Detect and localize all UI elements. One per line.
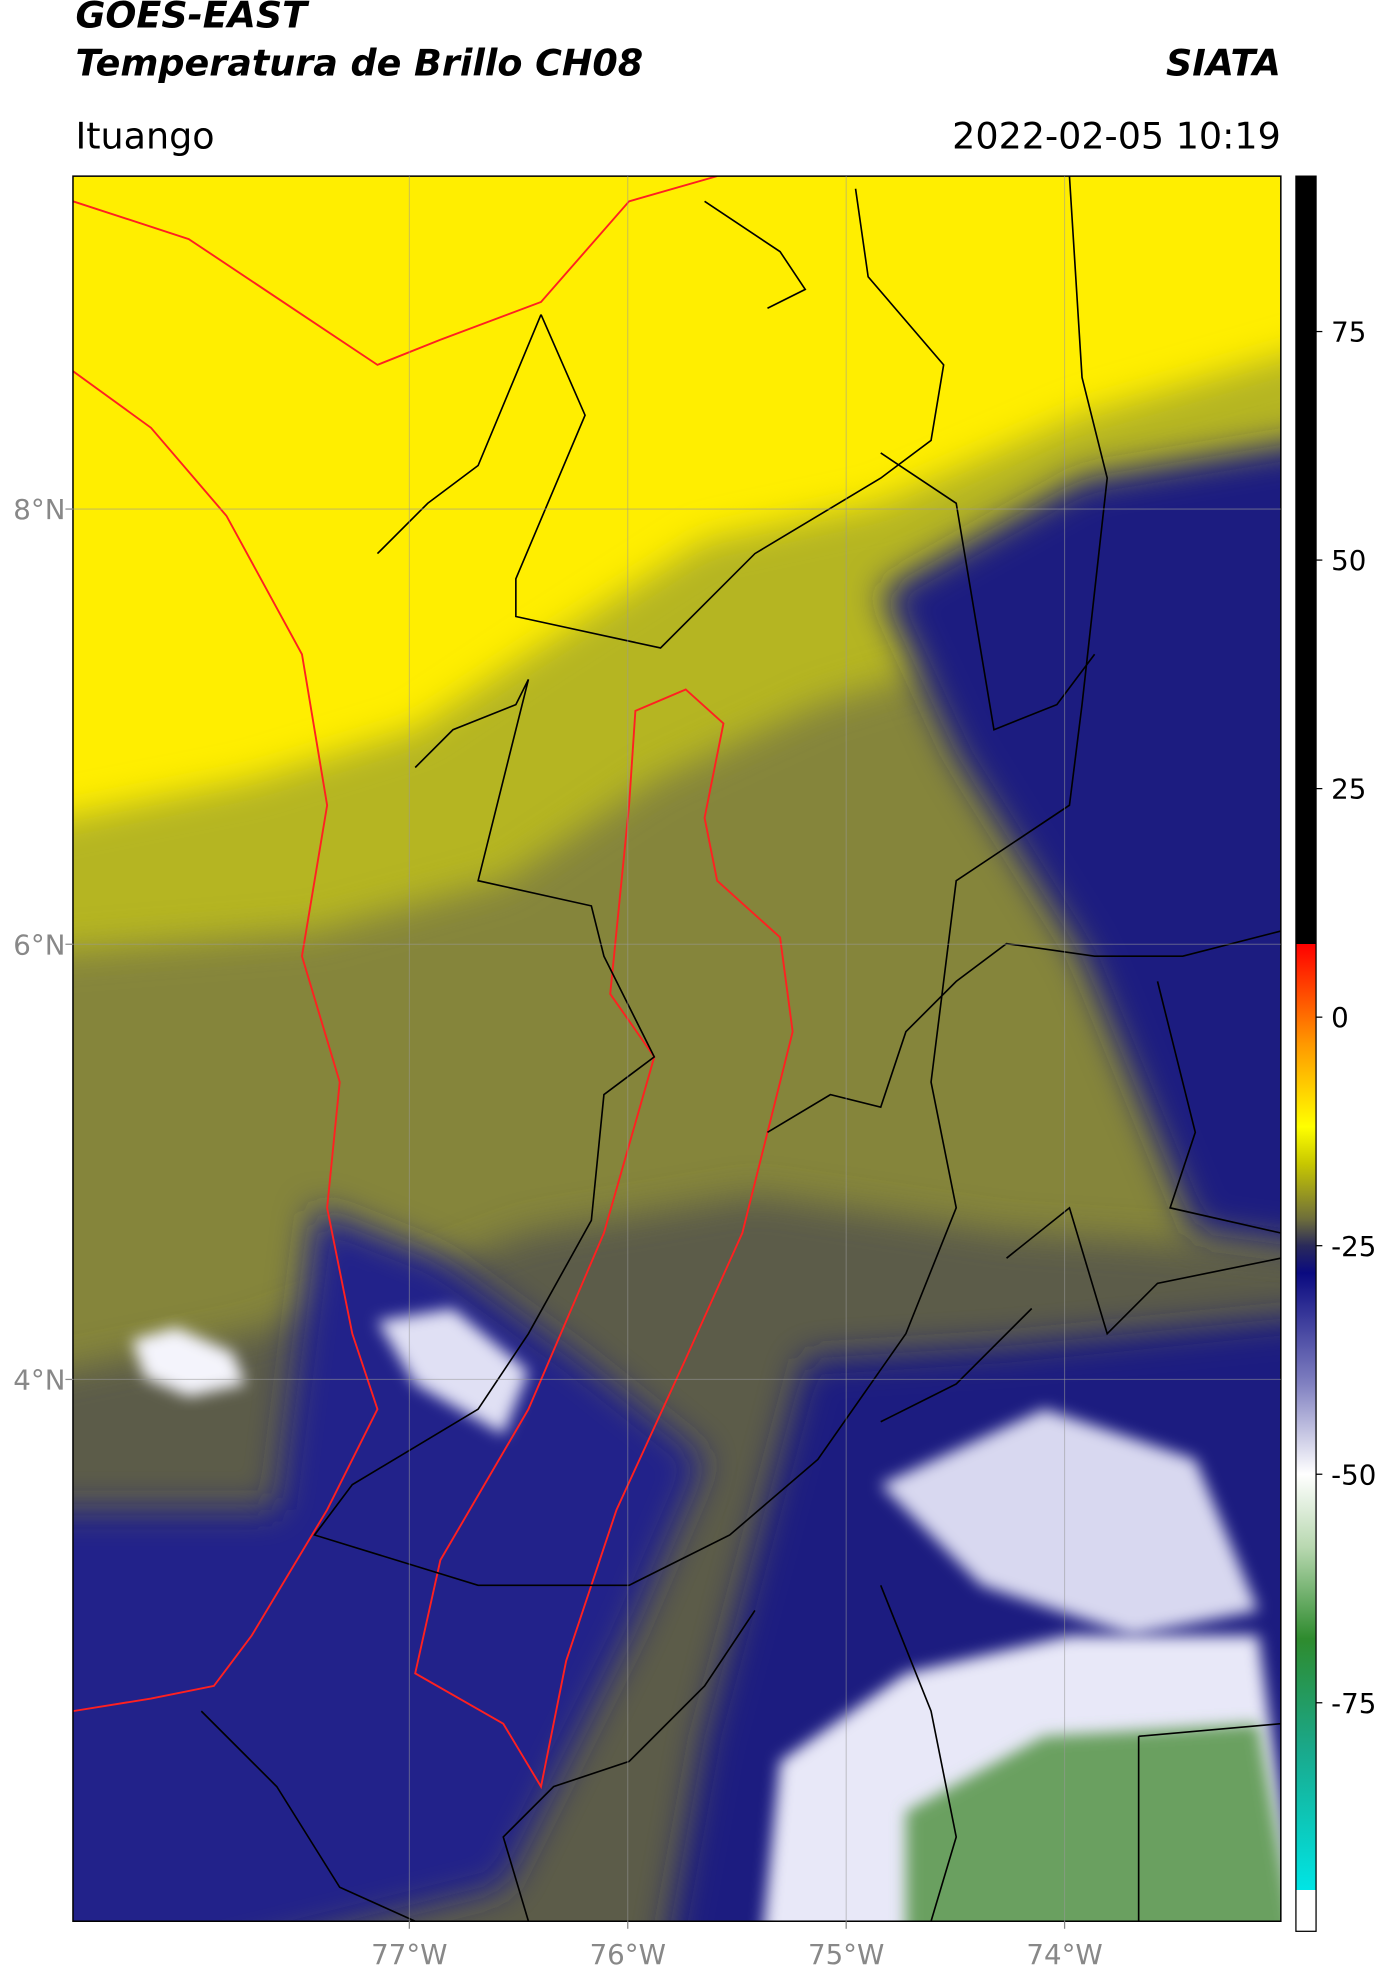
x-tick-label: 77°W: [371, 1938, 447, 1971]
y-tick-label: 4°N: [13, 1363, 65, 1396]
colorbar-tick-label: 50: [1331, 544, 1366, 577]
map-frame: [72, 175, 1282, 1922]
colorbar-tick-label: -50: [1331, 1458, 1376, 1491]
colorbar-tick-label: 0: [1331, 1001, 1349, 1034]
colorbar-frame: [1295, 175, 1317, 1932]
colorbar-tick-label: -25: [1331, 1230, 1376, 1263]
satellite-image: [72, 176, 1281, 1922]
datetime: 2022-02-05 10:19: [952, 114, 1281, 157]
colorbar: [1295, 176, 1317, 1932]
y-tick-label: 8°N: [13, 493, 65, 526]
colorbar-tick-label: -75: [1331, 1687, 1376, 1720]
x-tick-label: 76°W: [590, 1938, 666, 1971]
subtitle: Temperatura de Brillo CH08: [75, 41, 643, 84]
title: GOES-EAST: [75, 0, 310, 37]
region: Ituango: [75, 114, 214, 157]
y-tick-label: 6°N: [13, 928, 65, 961]
x-tick-label: 74°W: [1026, 1938, 1102, 1971]
x-tick-label: 75°W: [808, 1938, 884, 1971]
colorbar-tick-label: 25: [1331, 773, 1366, 806]
colorbar-tick-label: 75: [1331, 316, 1366, 349]
source: SIATA: [1166, 41, 1281, 84]
